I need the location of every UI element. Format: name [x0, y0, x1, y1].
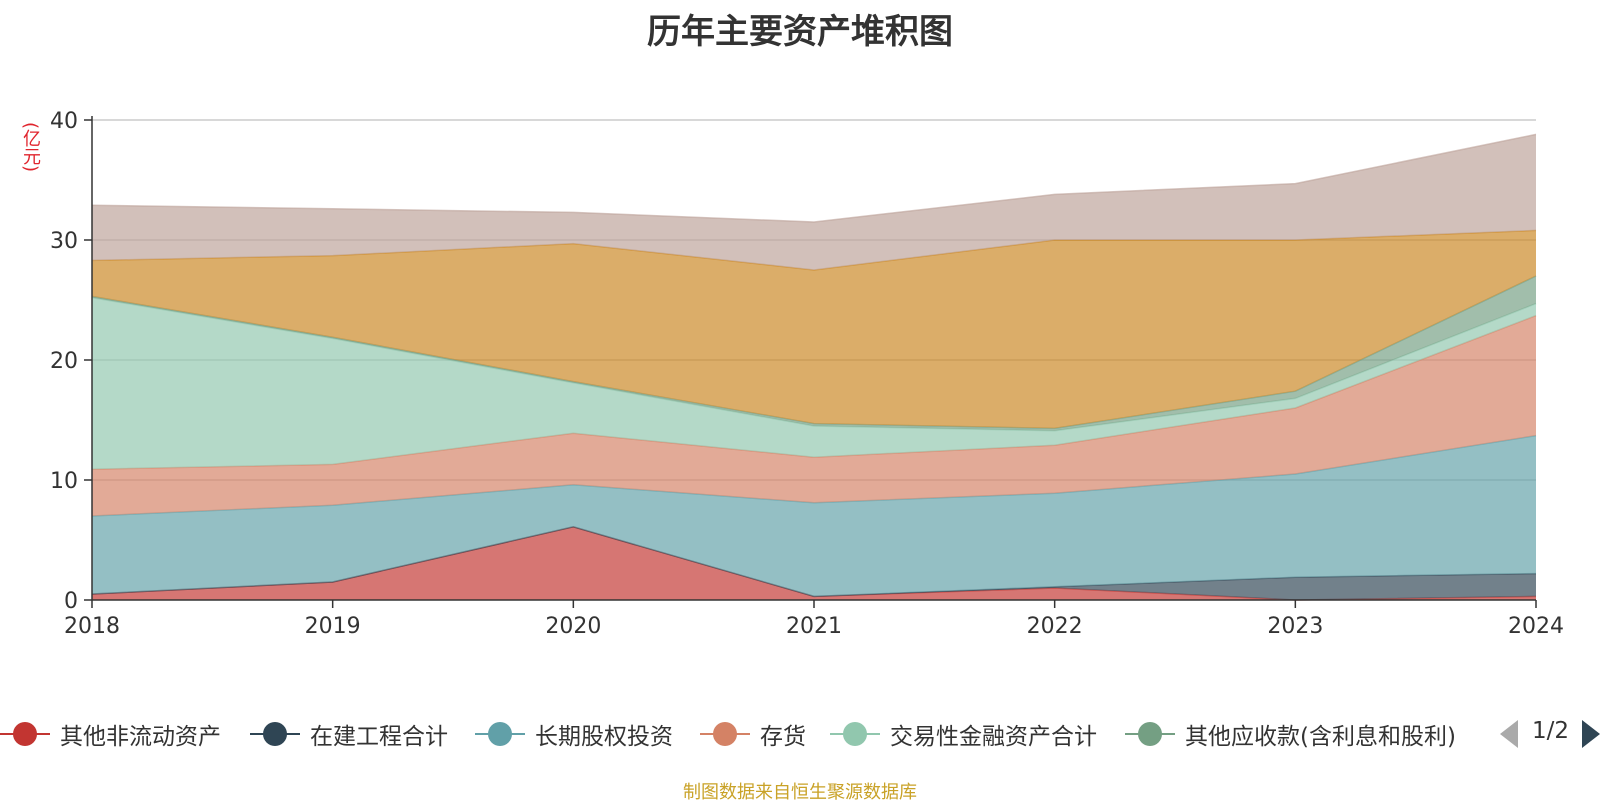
legend-item[interactable]: 在建工程合计 — [250, 716, 448, 752]
legend-marker-icon — [830, 716, 880, 752]
x-tick-label-0: 2018 — [64, 614, 120, 639]
legend-item[interactable]: 长期股权投资 — [475, 716, 673, 752]
area-line-7 — [91, 133, 1537, 223]
y-tick-label-1: 10 — [50, 469, 78, 494]
legend-item[interactable]: 其他非流动资产 — [0, 716, 221, 752]
y-tick-label-0: 0 — [64, 589, 78, 614]
chart-title: 历年主要资产堆积图 — [647, 12, 953, 52]
area-series-0 — [92, 526, 1536, 600]
area-series-6 — [92, 230, 1536, 429]
y-tick-label-4: 40 — [50, 109, 78, 134]
legend-item[interactable]: 存货 — [700, 716, 806, 752]
legend-marker-icon — [700, 716, 750, 752]
y-tick-label-2: 20 — [50, 349, 78, 374]
x-tick-label-6: 2024 — [1508, 614, 1564, 639]
area-series-4 — [92, 297, 1536, 470]
legend-prev-page-icon[interactable] — [1500, 720, 1518, 748]
legend-label: 存货 — [760, 724, 806, 750]
legend-marker-icon — [0, 716, 50, 752]
legend-marker-icon — [475, 716, 525, 752]
legend-marker-icon — [1125, 716, 1175, 752]
axes: 0 10 20 30 40 2018 2019 2020 2021 2022 2023 2024 — [50, 109, 1564, 639]
legend-label: 其他应收款(含利息和股利) — [1185, 724, 1456, 750]
legend-label: 长期股权投资 — [535, 724, 673, 750]
x-tick-label-3: 2021 — [786, 614, 842, 639]
x-tick-label-2: 2020 — [545, 614, 601, 639]
legend-label: 在建工程合计 — [310, 724, 448, 750]
data-source-note: 制图数据来自恒生聚源数据库 — [683, 782, 917, 803]
legend-next-page-icon[interactable] — [1582, 720, 1600, 748]
area-series-1 — [92, 526, 1536, 600]
area-series-7 — [92, 134, 1536, 270]
y-axis-unit-label: (亿元) — [20, 122, 41, 173]
area-series-3 — [92, 315, 1536, 516]
legend: 其他非流动资产 在建工程合计 长期股权投资 存货 交易性金融资产合计 其他应收款(含利息和… — [0, 716, 1600, 752]
y-tick-label-3: 30 — [50, 229, 78, 254]
stacked-area-chart: 0 10 20 30 40 2018 2019 2020 2021 2022 2023 2024 — [50, 109, 1564, 639]
legend-page-indicator: 1/2 — [1532, 718, 1570, 744]
area-series-2 — [92, 435, 1536, 597]
area-series — [91, 133, 1537, 601]
legend-marker-icon — [250, 716, 300, 752]
x-tick-label-4: 2022 — [1027, 614, 1083, 639]
legend-item[interactable]: 交易性金融资产合计 — [830, 716, 1097, 752]
x-tick-label-5: 2023 — [1267, 614, 1323, 639]
legend-label: 其他非流动资产 — [60, 724, 221, 750]
x-tick-label-1: 2019 — [305, 614, 361, 639]
legend-item[interactable]: 其他应收款(含利息和股利) — [1125, 716, 1456, 752]
legend-label: 交易性金融资产合计 — [890, 724, 1097, 750]
